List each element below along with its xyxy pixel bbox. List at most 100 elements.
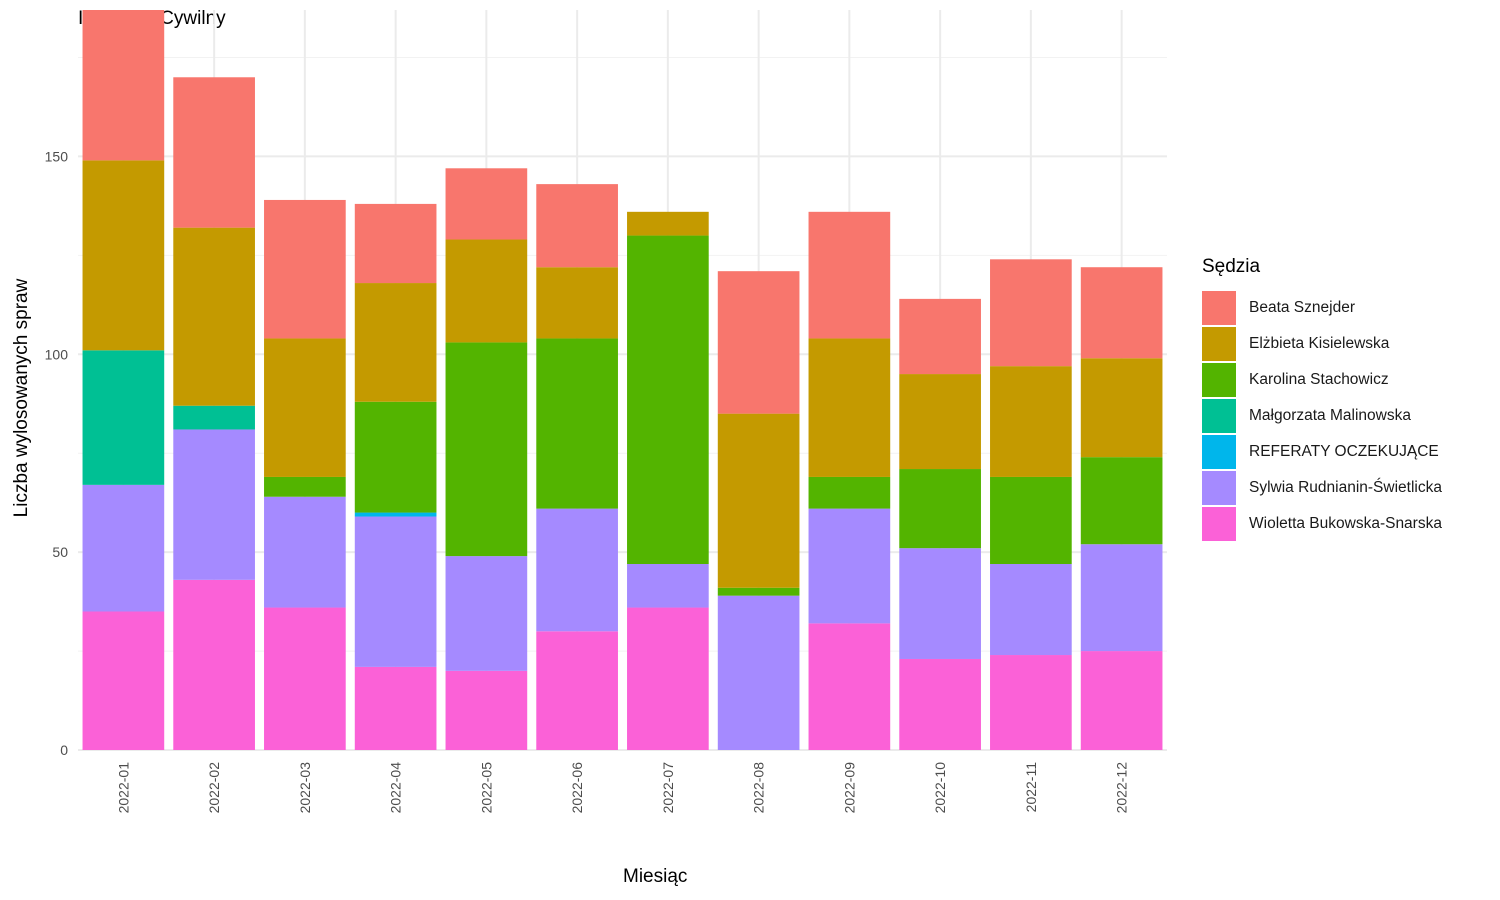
x-axis-label: Miesiąc bbox=[623, 866, 688, 887]
bar-segment bbox=[173, 429, 255, 580]
bar-segment bbox=[808, 476, 891, 509]
x-tick-label: 2022-11 bbox=[1023, 762, 1039, 813]
bar-segment bbox=[536, 508, 618, 632]
legend-label: REFERATY OCZEKUJĄCE bbox=[1249, 443, 1439, 460]
legend-item: Małgorzata Malinowska bbox=[1202, 398, 1442, 434]
bar-segment bbox=[899, 374, 981, 470]
bar-segment bbox=[808, 623, 891, 750]
bar-segment bbox=[173, 579, 255, 750]
x-tick-label: 2022-07 bbox=[660, 762, 676, 814]
bar-segment bbox=[173, 405, 255, 430]
bar-segment bbox=[717, 271, 800, 414]
bar-segment bbox=[627, 607, 709, 750]
x-tick-label: 2022-06 bbox=[569, 762, 585, 814]
bar-segment bbox=[445, 168, 528, 240]
bar-segment bbox=[354, 203, 437, 284]
y-tick-label: 0 bbox=[60, 742, 68, 758]
legend-item: REFERATY OCZEKUJĄCE bbox=[1202, 434, 1442, 470]
bar-segment bbox=[173, 77, 255, 228]
legend-item: Wioletta Bukowska-Snarska bbox=[1202, 506, 1442, 542]
bar-segment bbox=[717, 413, 800, 588]
legend-swatch bbox=[1202, 291, 1236, 325]
y-tick-label: 150 bbox=[45, 148, 69, 164]
bar-segment bbox=[808, 338, 891, 477]
x-axis-ticks: 2022-01 2022-02 2022-03 2022-04 2022-05 2022-… bbox=[115, 762, 1129, 814]
bar-segment bbox=[445, 670, 528, 750]
bar-segment bbox=[82, 160, 165, 351]
bar-segment bbox=[264, 607, 346, 750]
bar-segment bbox=[990, 564, 1072, 656]
y-tick-label: 100 bbox=[45, 346, 69, 362]
bar-segment bbox=[264, 496, 346, 608]
bar-segment bbox=[1080, 457, 1163, 545]
legend-item: Karolina Stachowicz bbox=[1202, 362, 1442, 398]
bar-segment bbox=[354, 516, 437, 667]
legend-label: Sylwia Rudnianin-Świetlicka bbox=[1249, 479, 1442, 496]
bar-segment bbox=[808, 508, 891, 624]
bar-segment bbox=[899, 298, 981, 375]
legend-label: Karolina Stachowicz bbox=[1249, 371, 1389, 388]
bar-segment bbox=[899, 469, 981, 549]
x-tick-label: 2022-09 bbox=[841, 762, 857, 814]
bar-segment bbox=[1080, 544, 1163, 652]
bar-segment bbox=[990, 476, 1072, 565]
x-tick-label: 2022-05 bbox=[478, 762, 494, 814]
x-tick-label: 2022-02 bbox=[206, 762, 222, 814]
bar-segment bbox=[990, 366, 1072, 477]
legend-items: Beata Sznejder Elżbieta Kisielewska Karoli… bbox=[1202, 290, 1442, 542]
y-tick-label: 50 bbox=[52, 544, 68, 560]
x-tick-label: 2022-03 bbox=[297, 762, 313, 814]
bar-segment bbox=[82, 484, 165, 612]
bar-segment bbox=[536, 338, 618, 509]
bar-segment bbox=[717, 587, 800, 596]
legend-swatch bbox=[1202, 363, 1236, 397]
bar-segment bbox=[173, 227, 255, 406]
bar-segment bbox=[627, 211, 709, 236]
bar-segment bbox=[354, 512, 437, 517]
bar-stacks bbox=[82, 10, 1163, 750]
x-tick-label: 2022-08 bbox=[751, 762, 767, 814]
legend-swatch bbox=[1202, 399, 1236, 433]
x-tick-label: 2022-12 bbox=[1114, 762, 1130, 814]
legend-label: Beata Sznejder bbox=[1249, 299, 1355, 316]
legend-swatch bbox=[1202, 435, 1236, 469]
bar-segment bbox=[627, 564, 709, 608]
bar-segment bbox=[354, 666, 437, 750]
bar-segment bbox=[264, 338, 346, 477]
bar-segment bbox=[445, 556, 528, 671]
legend-item: Sylwia Rudnianin-Świetlicka bbox=[1202, 470, 1442, 506]
bar-segment bbox=[536, 631, 618, 750]
bar-segment bbox=[1080, 651, 1163, 750]
legend-swatch bbox=[1202, 327, 1236, 361]
x-tick-label: 2022-01 bbox=[115, 762, 131, 814]
legend-item: Elżbieta Kisielewska bbox=[1202, 326, 1442, 362]
bar-segment bbox=[808, 211, 891, 339]
x-tick-label: 2022-10 bbox=[932, 762, 948, 814]
bar-segment bbox=[536, 184, 618, 268]
bar-segment bbox=[536, 267, 618, 339]
x-tick-label: 2022-04 bbox=[388, 762, 404, 814]
bar-segment bbox=[82, 611, 165, 750]
bar-segment bbox=[990, 259, 1072, 367]
bar-segment bbox=[264, 476, 346, 497]
legend-label: Małgorzata Malinowska bbox=[1249, 407, 1411, 424]
bar-segment bbox=[445, 239, 528, 343]
bar-segment bbox=[82, 350, 165, 485]
bar-segment bbox=[264, 199, 346, 339]
legend-label: Elżbieta Kisielewska bbox=[1249, 335, 1390, 352]
bar-segment bbox=[1080, 358, 1163, 458]
legend-item: Beata Sznejder bbox=[1202, 290, 1442, 326]
bar-segment bbox=[899, 658, 981, 750]
bar-segment bbox=[1080, 267, 1163, 359]
bar-segment bbox=[354, 401, 437, 513]
y-axis-ticks: 0 50 100 150 bbox=[45, 148, 69, 758]
bar-segment bbox=[445, 342, 528, 557]
legend: Sędzia Beata Sznejder Elżbieta Kisielewsk… bbox=[1202, 256, 1442, 542]
bar-segment bbox=[717, 595, 800, 750]
legend-swatch bbox=[1202, 471, 1236, 505]
legend-title: Sędzia bbox=[1202, 256, 1261, 277]
bar-segment bbox=[899, 548, 981, 659]
bar-segment bbox=[627, 235, 709, 565]
bar-segment bbox=[82, 10, 165, 161]
